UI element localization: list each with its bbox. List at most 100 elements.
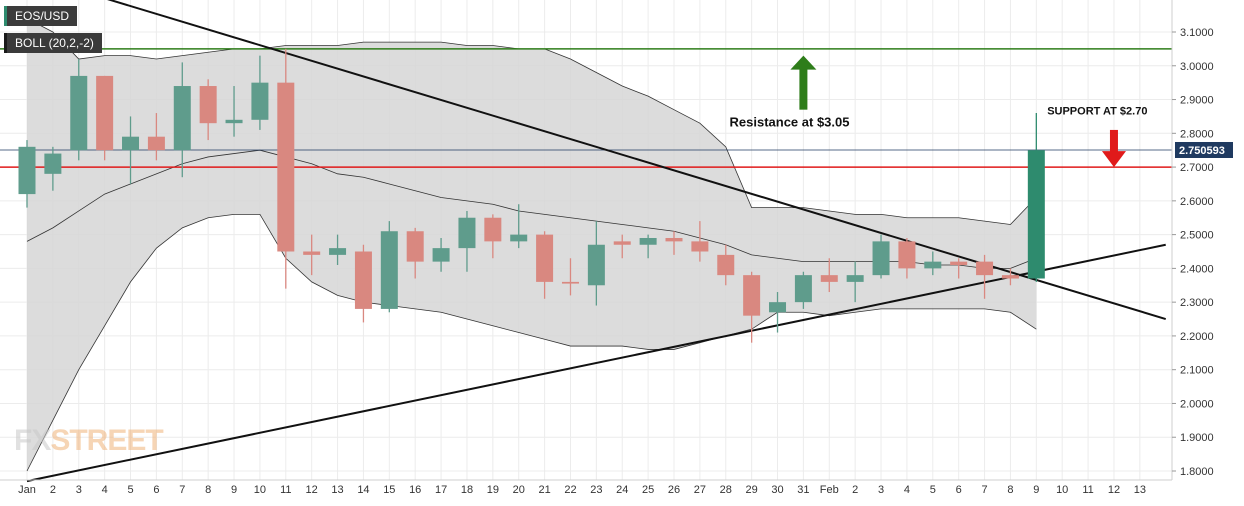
y-tick-label: 2.6000 [1180, 196, 1214, 208]
y-tick-label: 2.5000 [1180, 230, 1214, 242]
support-arrow-icon [1101, 129, 1126, 168]
x-tick-label: 5 [127, 484, 133, 496]
candle [329, 234, 347, 266]
candle-body [846, 275, 864, 282]
candle [303, 234, 321, 276]
x-tick-label: 13 [1134, 484, 1146, 496]
x-tick-label: 2 [50, 484, 56, 496]
x-tick-label: 20 [513, 484, 525, 496]
candle-body [354, 251, 372, 309]
candle-body [769, 302, 787, 313]
x-tick-label: 4 [904, 484, 910, 496]
bollinger-lower-band [26, 213, 1037, 472]
x-tick-label: 2 [852, 484, 858, 496]
bollinger-middle-band [26, 149, 1037, 269]
candle-body [743, 275, 761, 316]
candle-body [96, 75, 114, 151]
symbol-legend[interactable]: EOS/USD [4, 6, 78, 26]
x-tick-label: 3 [76, 484, 82, 496]
candle-body [251, 82, 269, 120]
y-tick-label: 2.9000 [1180, 95, 1214, 107]
indicator-legend[interactable]: BOLL (20,2,-2) [4, 33, 102, 53]
x-tick-label: 6 [956, 484, 962, 496]
candle-body [44, 153, 62, 174]
x-tick-label: 8 [205, 484, 211, 496]
arrow-shaft [799, 67, 808, 110]
y-tick-label: 1.9000 [1180, 432, 1214, 444]
candle-body [691, 241, 709, 252]
candle-body [976, 261, 994, 276]
watermark-fx: FX [14, 424, 51, 457]
candle-body [820, 275, 838, 282]
candle [484, 214, 502, 259]
x-tick-label: 29 [746, 484, 758, 496]
candle [406, 227, 424, 279]
trendline-ascending [26, 243, 1166, 483]
candle-body [18, 146, 36, 195]
candle-body [924, 261, 942, 269]
x-tick-label: 17 [435, 484, 447, 496]
candle-body [173, 86, 191, 151]
candle [1027, 113, 1045, 282]
candle-body [70, 75, 88, 151]
candle-body [872, 241, 890, 276]
x-tick-label: 26 [668, 484, 680, 496]
x-tick-label: 9 [231, 484, 237, 496]
y-tick-label: 3.1000 [1180, 27, 1214, 39]
candle [432, 237, 450, 272]
y-tick-label: 2.0000 [1180, 398, 1214, 410]
candle-body [510, 234, 528, 242]
candle [898, 237, 916, 279]
x-tick-label: 7 [179, 484, 185, 496]
last-price-tag: 2.750593 [1175, 141, 1233, 158]
candle [122, 116, 140, 184]
candle-body [717, 254, 735, 276]
y-tick-label: 3.0000 [1180, 61, 1214, 73]
resistance-arrow-icon [790, 55, 817, 110]
candle [173, 62, 191, 178]
fxstreet-watermark: FXSTREET [14, 424, 164, 458]
x-tick-label: 4 [102, 484, 108, 496]
x-tick-label: 8 [1007, 484, 1013, 496]
y-tick-label: 2.1000 [1180, 365, 1214, 377]
candle-body [329, 248, 347, 255]
x-tick-label: 30 [771, 484, 783, 496]
x-tick-label: 27 [694, 484, 706, 496]
x-tick-label: 5 [930, 484, 936, 496]
candle-body [484, 217, 502, 242]
candle [613, 234, 631, 259]
candle-body [432, 248, 450, 262]
candle [510, 204, 528, 249]
candle [354, 244, 372, 323]
candle [251, 55, 269, 130]
candle-body [639, 237, 657, 245]
candle [458, 210, 476, 272]
x-tick-label: 6 [153, 484, 159, 496]
x-tick-label: 12 [306, 484, 318, 496]
x-tick-label: 18 [461, 484, 473, 496]
candle [561, 258, 579, 296]
candle [44, 146, 62, 191]
candle [70, 59, 88, 161]
candle-body [303, 251, 321, 255]
arrow-shaft [1109, 129, 1118, 154]
candle-body [277, 82, 295, 252]
candle [717, 244, 735, 286]
candle [950, 258, 968, 279]
candle-body [794, 275, 812, 303]
candle [199, 79, 217, 141]
x-tick-label: 14 [357, 484, 369, 496]
candle-body [406, 231, 424, 262]
price-tag-bg [1175, 141, 1233, 158]
candle [587, 221, 605, 306]
candle [18, 140, 36, 208]
y-tick-label: 2.4000 [1180, 263, 1214, 275]
candle-body [458, 217, 476, 249]
x-tick-label: 16 [409, 484, 421, 496]
x-tick-label: 31 [797, 484, 809, 496]
candle [769, 292, 787, 333]
candle-body [613, 241, 631, 245]
y-tick-label: 2.2000 [1180, 331, 1214, 343]
